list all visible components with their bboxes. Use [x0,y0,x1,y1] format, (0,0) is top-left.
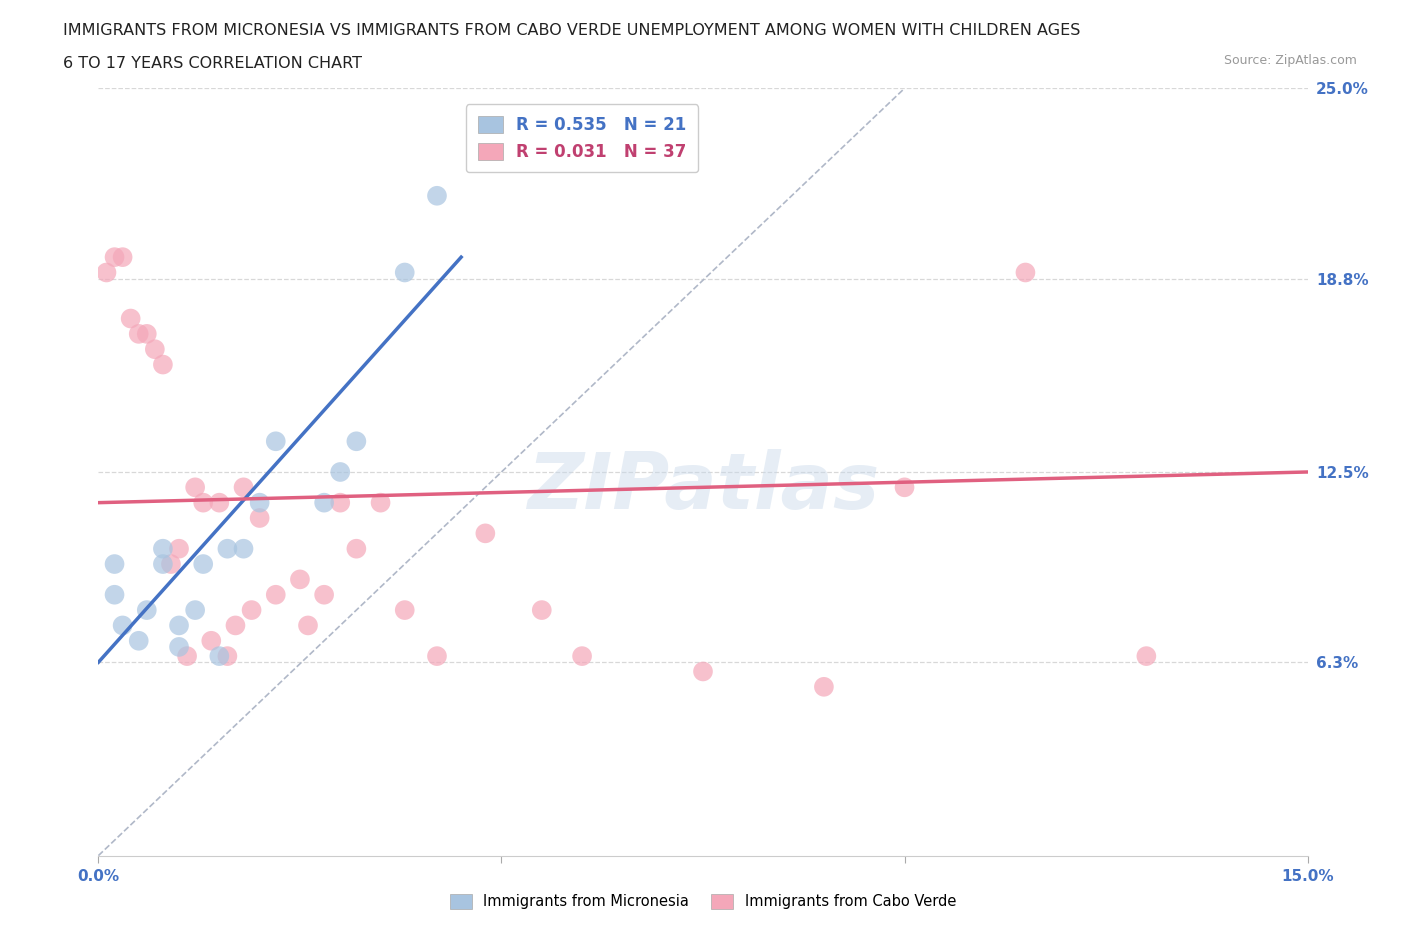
Point [193,556,215,571]
Point [208,649,231,664]
Point [184,603,207,618]
Point [232,541,254,556]
Point [135,603,157,618]
Point [103,249,125,264]
Point [426,189,449,204]
Point [474,526,496,541]
Point [184,480,207,495]
Point [394,603,416,618]
Point [249,511,271,525]
Point [370,495,392,510]
Point [128,633,150,648]
Point [167,618,190,633]
Point [1135,649,1157,664]
Point [240,603,263,618]
Text: 0.0%: 0.0% [77,870,120,884]
Point [160,556,183,571]
Point [813,679,835,694]
Point [394,265,416,280]
Point [103,588,125,603]
Point [314,495,336,510]
Point [111,249,134,264]
Point [167,640,190,655]
Point [152,556,174,571]
Point [152,541,174,556]
Point [426,649,449,664]
Point [217,649,239,664]
Point [264,433,287,449]
Point [103,556,125,571]
Legend: Immigrants from Micronesia, Immigrants from Cabo Verde: Immigrants from Micronesia, Immigrants f… [444,888,962,915]
Point [176,649,198,664]
Point [530,603,553,618]
Text: IMMIGRANTS FROM MICRONESIA VS IMMIGRANTS FROM CABO VERDE UNEMPLOYMENT AMONG WOME: IMMIGRANTS FROM MICRONESIA VS IMMIGRANTS… [63,23,1081,38]
Text: 15.0%: 15.0% [1281,870,1334,884]
Point [217,541,239,556]
Point [128,326,150,341]
Point [571,649,593,664]
Point [329,495,352,510]
Point [193,495,215,510]
Point [249,495,271,510]
Point [111,618,134,633]
Point [224,618,246,633]
Point [135,326,157,341]
Text: ZIPatlas: ZIPatlas [527,449,879,525]
Point [692,664,714,679]
Point [167,541,190,556]
Point [152,357,174,372]
Point [344,541,367,556]
Legend: R = 0.535   N = 21, R = 0.031   N = 37: R = 0.535 N = 21, R = 0.031 N = 37 [465,104,699,172]
Point [893,480,915,495]
Text: 6 TO 17 YEARS CORRELATION CHART: 6 TO 17 YEARS CORRELATION CHART [63,56,363,71]
Point [329,465,352,480]
Point [288,572,311,587]
Point [96,265,118,280]
Point [314,588,336,603]
Point [297,618,319,633]
Text: Source: ZipAtlas.com: Source: ZipAtlas.com [1223,54,1357,67]
Point [1014,265,1036,280]
Point [264,588,287,603]
Point [208,495,231,510]
Point [344,433,367,449]
Point [120,312,142,326]
Point [143,342,166,357]
Point [200,633,222,648]
Point [232,480,254,495]
